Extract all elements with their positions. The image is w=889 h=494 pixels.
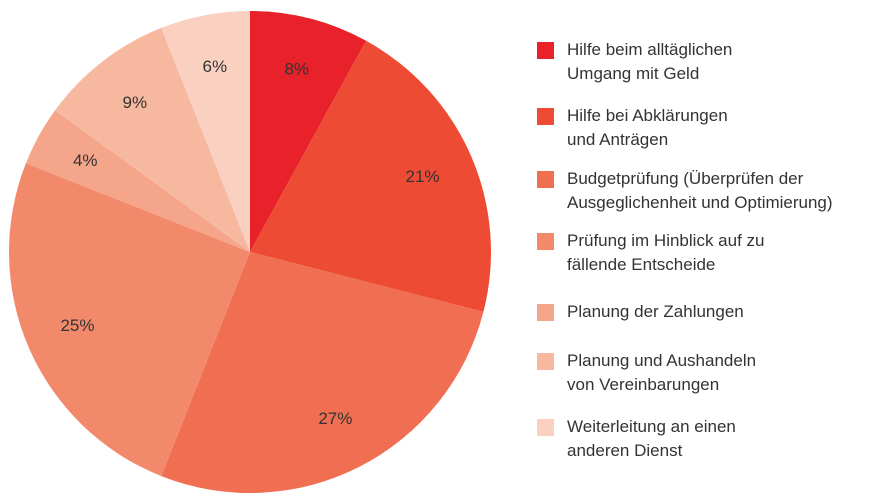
legend-swatch [537, 353, 554, 370]
data-label: 27% [318, 409, 352, 428]
legend-swatch [537, 108, 554, 125]
pie-slice [25, 110, 251, 253]
pie-slice [8, 163, 250, 477]
data-label: 21% [406, 167, 440, 186]
legend-label: Hilfe beim alltäglichen Umgang mit Geld [567, 40, 733, 83]
legend-swatch [537, 233, 554, 250]
legend-swatch [537, 304, 554, 321]
legend-swatch [537, 419, 554, 436]
data-label: 25% [60, 316, 94, 335]
legend-label: Weiterleitung an einen anderen Dienst [567, 417, 736, 460]
data-label: 4% [73, 151, 98, 170]
legend-label: Planung der Zahlungen [567, 302, 744, 321]
pie-slice [55, 27, 251, 253]
legend-label: Hilfe bei Abklärungen und Anträgen [567, 106, 728, 149]
legend-swatch [537, 171, 554, 188]
pie-slice [161, 252, 484, 493]
data-label: 8% [284, 59, 309, 78]
pie-slice [161, 11, 250, 252]
data-label: 9% [122, 93, 147, 112]
pie-slice [250, 11, 367, 252]
pie-slice [250, 40, 491, 312]
legend-label: Budgetprüfung (Überprüfen der Ausgeglich… [567, 169, 833, 212]
legend-swatch [537, 42, 554, 59]
data-label: 6% [202, 57, 227, 76]
legend-label: Prüfung im Hinblick auf zu fällende Ents… [567, 231, 765, 274]
legend-label: Planung und Aushandeln von Vereinbarunge… [567, 351, 757, 394]
